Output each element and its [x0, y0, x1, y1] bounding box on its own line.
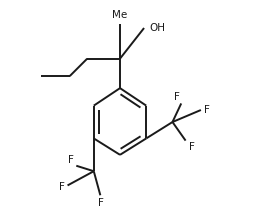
Text: F: F [68, 155, 74, 165]
Text: Me: Me [112, 10, 128, 20]
Text: OH: OH [150, 23, 166, 33]
Text: F: F [174, 92, 180, 102]
Text: F: F [189, 142, 195, 152]
Text: F: F [204, 105, 210, 115]
Text: F: F [59, 182, 65, 192]
Text: F: F [98, 198, 105, 208]
